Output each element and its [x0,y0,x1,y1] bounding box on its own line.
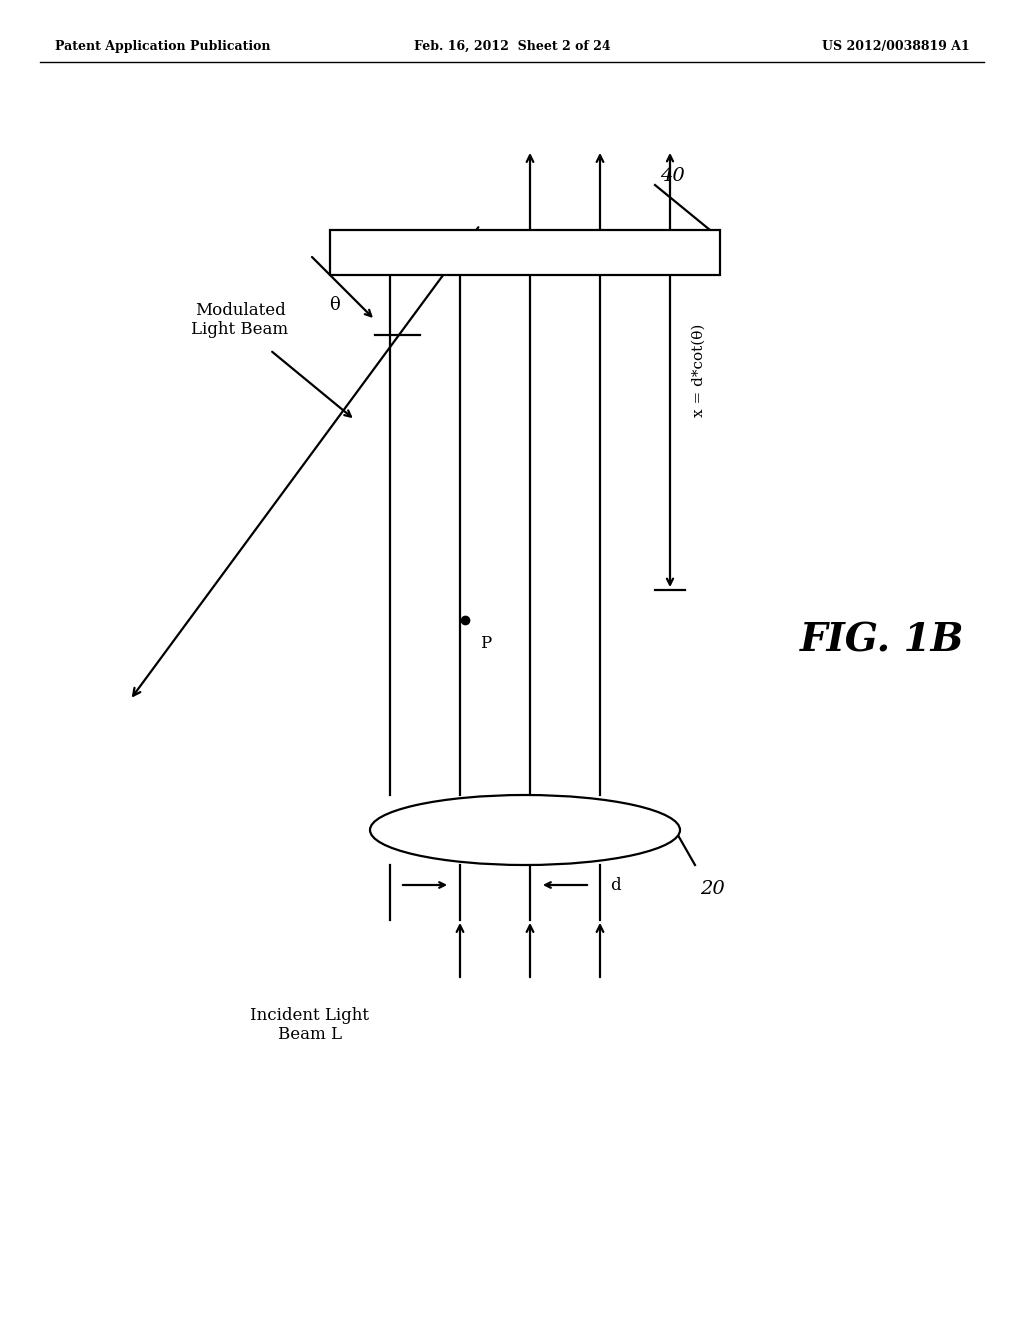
Text: US 2012/0038819 A1: US 2012/0038819 A1 [822,40,970,53]
Ellipse shape [370,795,680,865]
Bar [330,230,720,275]
Text: θ: θ [330,296,340,314]
Text: 20: 20 [700,880,725,898]
Text: d: d [610,876,621,894]
Text: Patent Application Publication: Patent Application Publication [55,40,270,53]
Text: P: P [480,635,492,652]
Text: Incident Light
Beam L: Incident Light Beam L [251,1007,370,1043]
Text: Modulated
Light Beam: Modulated Light Beam [191,302,289,338]
Text: FIG. 1B: FIG. 1B [800,620,965,659]
Text: 40: 40 [660,168,685,185]
Text: x = d*cot(θ): x = d*cot(θ) [692,323,706,417]
Text: Feb. 16, 2012  Sheet 2 of 24: Feb. 16, 2012 Sheet 2 of 24 [414,40,610,53]
